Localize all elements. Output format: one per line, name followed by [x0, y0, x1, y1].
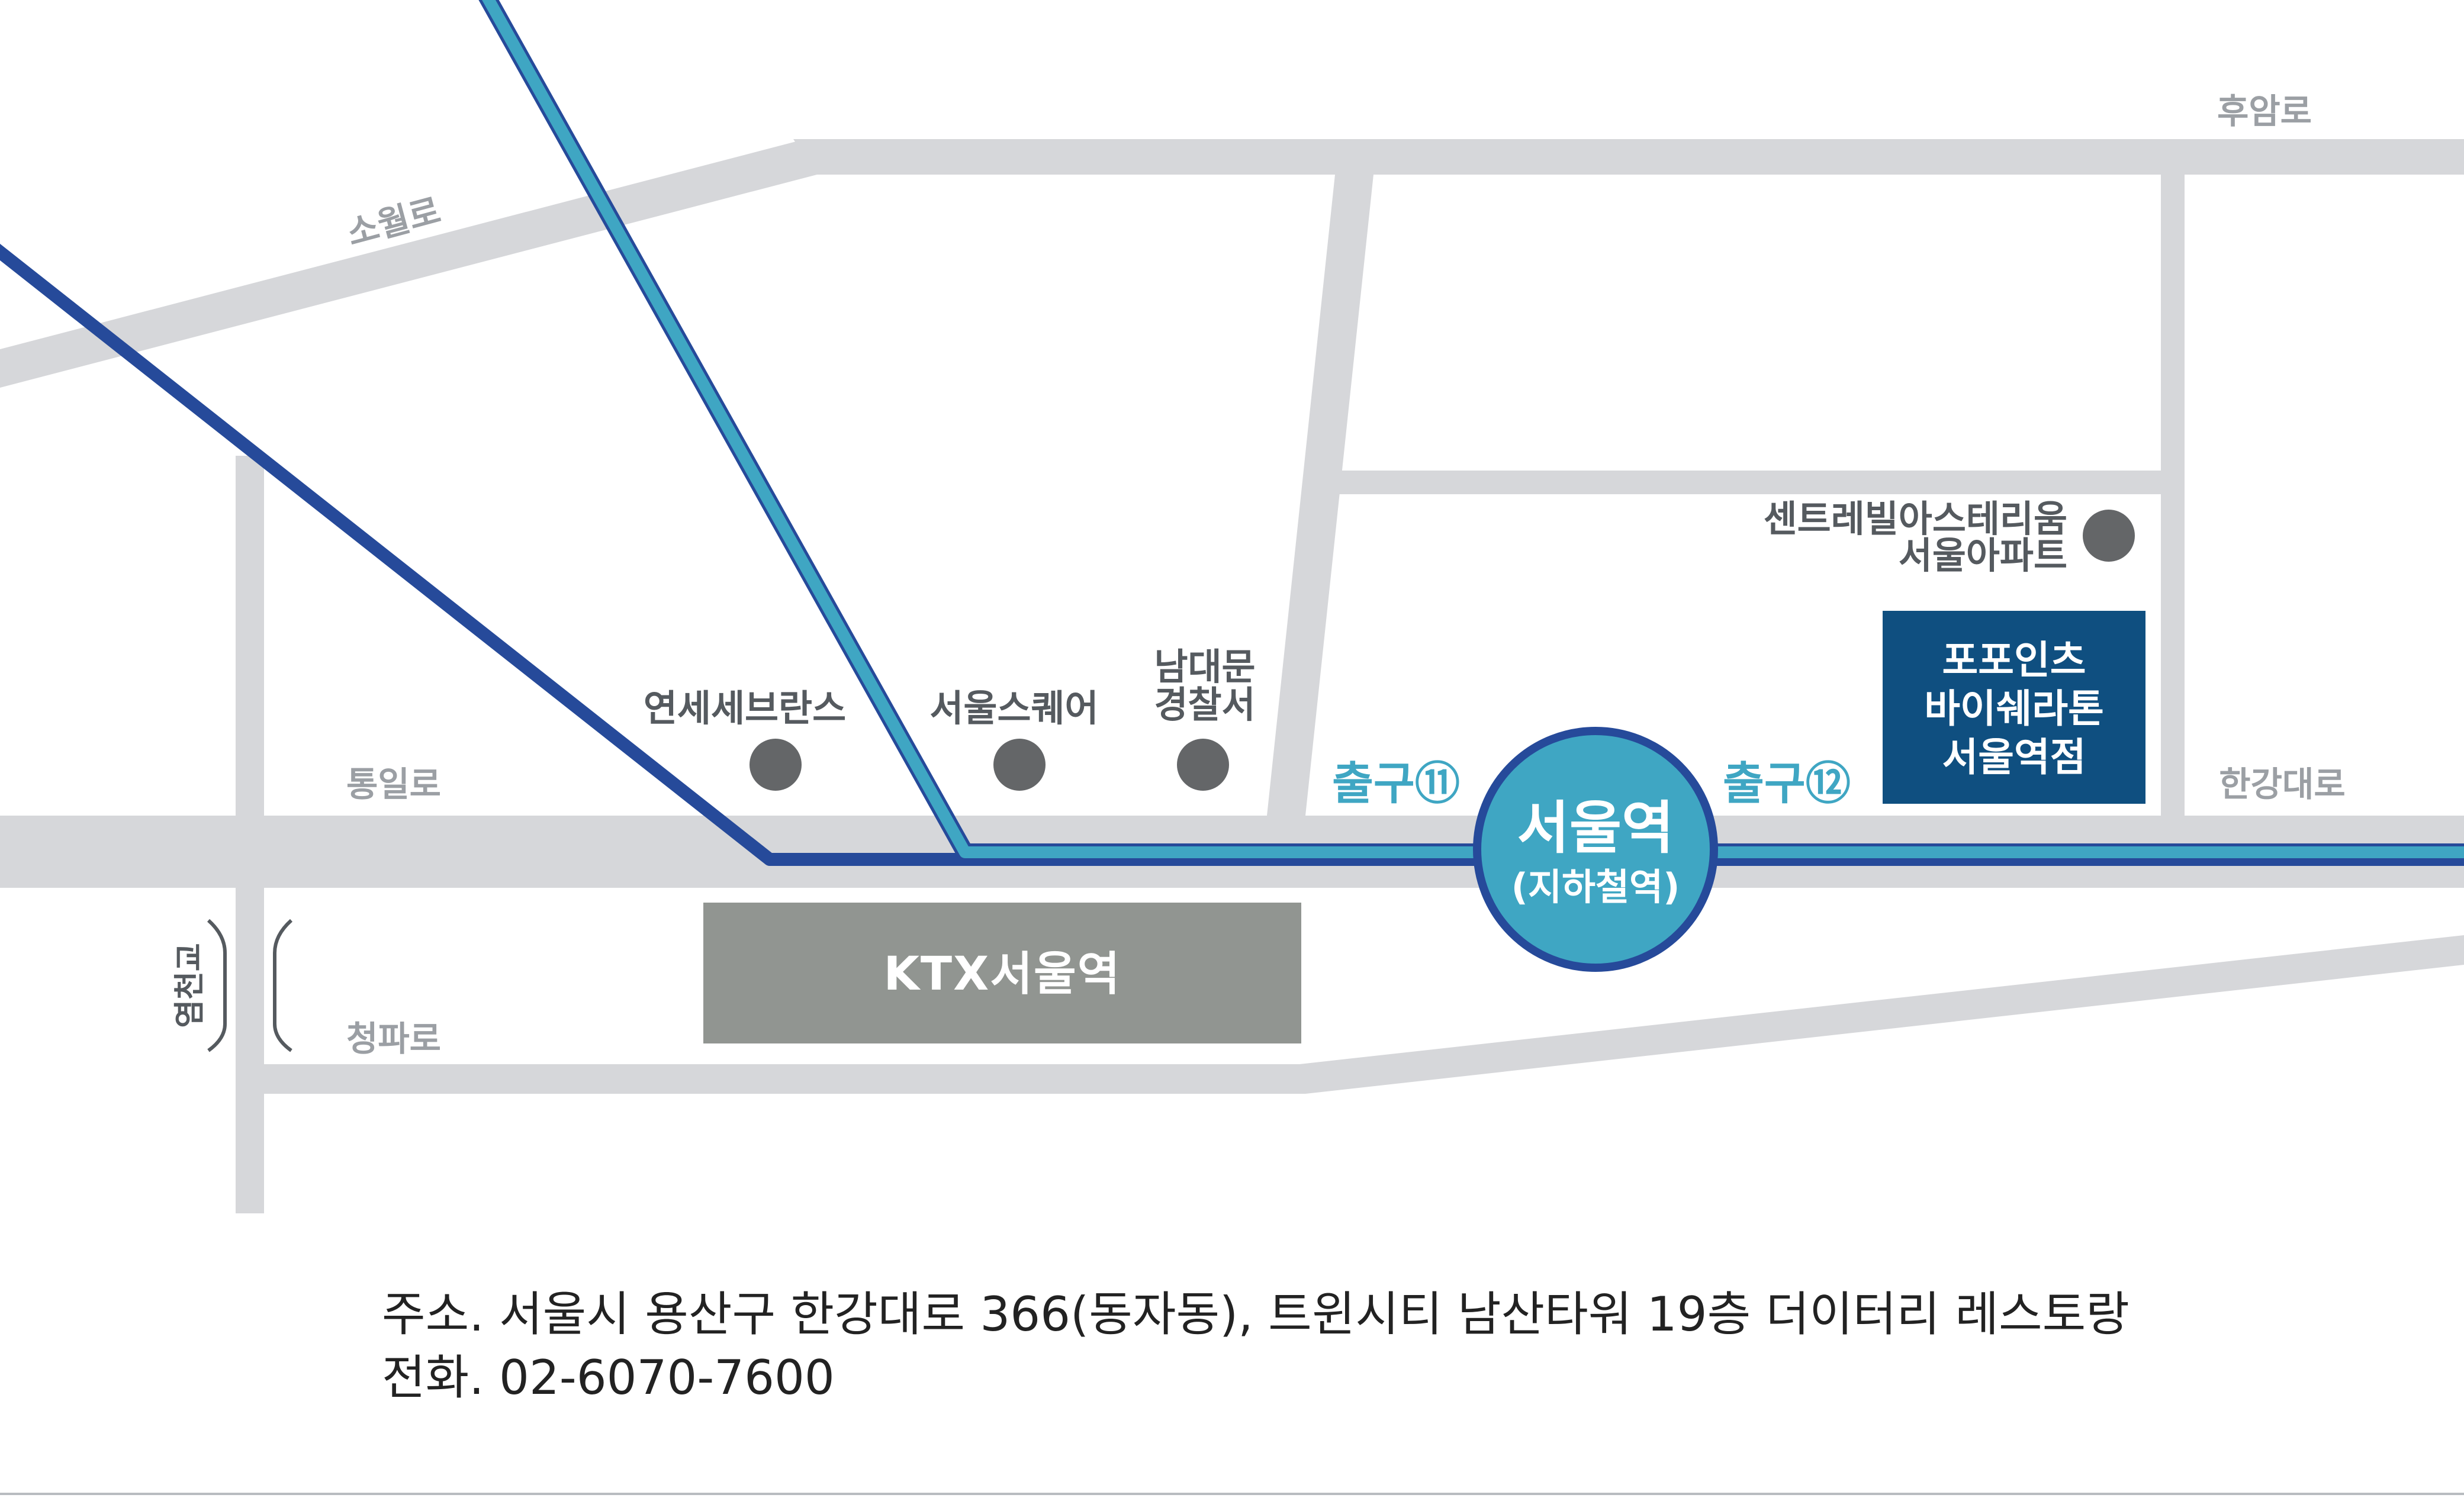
- footer-divider: [0, 1493, 2464, 1495]
- station-name: 서울역: [1517, 795, 1674, 861]
- bridge-brackets: [207, 919, 293, 1052]
- subway-lines: [0, 0, 2464, 866]
- ktx-box: [703, 903, 1301, 1043]
- tongil-ro-label: 통일로: [346, 764, 441, 804]
- hotel-marker: 포포인츠 바이쉐라톤 서울역점: [1883, 611, 2145, 804]
- road-network: [0, 139, 2464, 1213]
- ktx-station: KTX서울역: [703, 903, 1301, 1043]
- police-station-label-line2: 경찰서: [1154, 683, 1255, 726]
- road-right-vertical: [2161, 175, 2185, 817]
- huam-ro-label: 후암로: [2217, 91, 2312, 131]
- phone-text: 전화. 02-6070-7600: [382, 1350, 835, 1405]
- road-center-vertical: [1267, 175, 1373, 816]
- hangang-daero-label: 한강대로: [2219, 764, 2345, 804]
- apartment-dot: [2083, 510, 2135, 562]
- exit-11-label: 출구⑪: [1332, 757, 1460, 810]
- police-station-label-line1: 남대문: [1154, 645, 1255, 688]
- seoul-station-marker: 서울역 (지하철역): [1473, 727, 1718, 972]
- road-inner-horizontal: [1332, 471, 2173, 494]
- severance-dot: [750, 739, 802, 791]
- police-station-dot: [1177, 739, 1229, 791]
- hotel-name-line2: 바이쉐라톤: [1924, 686, 2104, 732]
- hotel-box: [1883, 611, 2145, 804]
- road-cheongpa-ro: [264, 935, 2464, 1094]
- station-sub-label: (지하철역): [1511, 865, 1680, 909]
- hotel-name-line3: 서울역점: [1942, 735, 2086, 780]
- apartment-label-line2: 서울아파트: [1899, 534, 2067, 577]
- exit-12-label: 출구⑫: [1723, 757, 1851, 810]
- station-circle: [1473, 727, 1718, 972]
- yeomcheon-gyo-label: 염천교: [172, 943, 208, 1028]
- landmark-dots: [750, 510, 2135, 791]
- bridge-bracket-right: [273, 919, 293, 1052]
- hotel-name-line1: 포포인츠: [1942, 637, 2086, 683]
- apartment-label-line1: 센트레빌아스테리움: [1764, 497, 2067, 540]
- road-huam-ro: [793, 139, 2464, 175]
- severance-label: 연세세브란스: [644, 687, 846, 730]
- address-text: 주소. 서울시 용산구 한강대로 366(동자동), 트윈시티 남산타워 19층…: [382, 1287, 2130, 1342]
- bridge-bracket-left: [207, 919, 227, 1052]
- subway-line-4: [482, 0, 2464, 858]
- road-sowol-ro: [0, 139, 817, 388]
- seoul-square-dot: [993, 739, 1046, 791]
- cheongpa-ro-label: 청파로: [346, 1019, 441, 1059]
- seoul-square-label: 서울스퀘어: [929, 687, 1098, 730]
- ktx-label: KTX서울역: [883, 948, 1121, 1001]
